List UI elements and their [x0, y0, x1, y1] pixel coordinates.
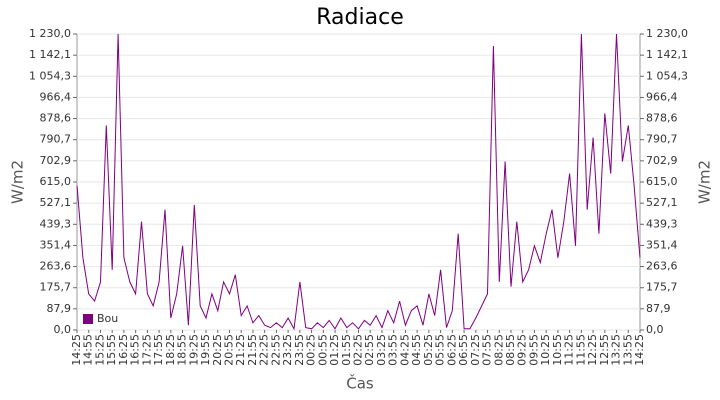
x-tick-label: 06:55: [457, 334, 470, 366]
x-tick-label: 11:25: [563, 334, 576, 366]
x-axis-label: Čas: [346, 374, 374, 393]
x-tick-label: 09:55: [527, 334, 540, 366]
x-tick-label: 16:55: [129, 334, 142, 366]
series-line: [76, 33, 641, 331]
x-tick-label: 19:55: [199, 334, 212, 366]
x-tick-label: 05:25: [422, 334, 435, 366]
y-axis-label: W/m2: [9, 160, 27, 204]
x-tick-label: 07:25: [469, 334, 482, 366]
y-tick-label: 87,9: [47, 302, 72, 315]
y2-tick-label: 702,9: [646, 154, 678, 167]
y2-tick-label: 966,4: [646, 90, 678, 103]
x-tick-label: 16:25: [117, 334, 130, 366]
y-tick-label: 1 054,3: [29, 69, 71, 82]
y-tick-label: 878,6: [40, 112, 72, 125]
y2-tick-label: 1 054,3: [646, 69, 688, 82]
legend-label: Bou: [97, 312, 118, 325]
y-tick-label: 439,3: [40, 217, 72, 230]
x-tick-label: 13:55: [621, 334, 634, 366]
x-tick-label: 19:25: [187, 334, 200, 366]
x-tick-label: 22:55: [269, 334, 282, 366]
y2-tick-label: 175,7: [646, 281, 678, 294]
x-tick-label: 12:55: [598, 334, 611, 366]
x-tick-label: 15:25: [93, 334, 106, 366]
y2-tick-label: 790,7: [646, 133, 678, 146]
x-tick-label: 18:25: [164, 334, 177, 366]
x-tick-label: 22:25: [258, 334, 271, 366]
x-tick-label: 02:25: [352, 334, 365, 366]
x-tick-label: 07:55: [481, 334, 494, 366]
y-tick-label: 263,6: [40, 260, 72, 273]
x-tick-label: 05:55: [434, 334, 447, 366]
y-tick-label: 790,7: [40, 133, 72, 146]
x-tick-label: 14:55: [82, 334, 95, 366]
x-tick-label: 03:55: [387, 334, 400, 366]
x-tick-label: 08:25: [492, 334, 505, 366]
y2-axis-label: W/m2: [696, 160, 714, 204]
x-tick-label: 04:55: [410, 334, 423, 366]
y2-tick-label: 87,9: [646, 302, 671, 315]
y2-tick-label: 527,1: [646, 196, 678, 209]
y-tick-label: 527,1: [40, 196, 72, 209]
y2-tick-label: 0,0: [646, 323, 664, 336]
x-tick-label: 10:55: [551, 334, 564, 366]
x-tick-label: 14:25: [70, 334, 83, 366]
x-tick-label: 04:25: [398, 334, 411, 366]
x-tick-label: 20:55: [222, 334, 235, 366]
x-tick-label: 11:55: [574, 334, 587, 366]
y-tick-label: 175,7: [40, 281, 72, 294]
x-tick-label: 21:55: [246, 334, 259, 366]
y2-tick-label: 1 230,0: [646, 27, 688, 40]
x-tick-label: 18:55: [176, 334, 189, 366]
y-tick-label: 0,0: [54, 323, 72, 336]
x-tick-label: 14:25: [633, 334, 646, 366]
x-tick-label: 01:25: [328, 334, 341, 366]
y-tick-label: 1 230,0: [29, 27, 71, 40]
y-tick-label: 615,0: [40, 175, 72, 188]
x-tick-label: 02:55: [363, 334, 376, 366]
x-tick-label: 01:55: [340, 334, 353, 366]
x-tick-label: 15:55: [105, 334, 118, 366]
x-tick-label: 03:25: [375, 334, 388, 366]
legend-swatch: [83, 314, 93, 324]
y2-tick-label: 878,6: [646, 112, 678, 125]
x-tick-label: 21:25: [234, 334, 247, 366]
y2-tick-label: 351,4: [646, 238, 678, 251]
x-tick-label: 20:25: [211, 334, 224, 366]
y2-tick-label: 615,0: [646, 175, 678, 188]
x-tick-label: 10:25: [539, 334, 552, 366]
x-tick-label: 13:25: [610, 334, 623, 366]
y2-tick-label: 439,3: [646, 217, 678, 230]
x-tick-label: 17:55: [152, 334, 165, 366]
x-tick-label: 12:25: [586, 334, 599, 366]
x-tick-label: 09:25: [516, 334, 529, 366]
y-tick-label: 1 142,1: [29, 48, 71, 61]
chart-title: Radiace: [316, 5, 403, 30]
y-tick-label: 966,4: [40, 90, 72, 103]
x-tick-label: 23:55: [293, 334, 306, 366]
y2-tick-label: 1 142,1: [646, 48, 688, 61]
y-tick-label: 702,9: [40, 154, 72, 167]
x-tick-label: 23:25: [281, 334, 294, 366]
x-tick-label: 17:25: [140, 334, 153, 366]
x-tick-label: 08:55: [504, 334, 517, 366]
y2-tick-label: 263,6: [646, 260, 678, 273]
x-tick-label: 00:25: [305, 334, 318, 366]
x-tick-label: 00:55: [316, 334, 329, 366]
y-tick-label: 351,4: [40, 238, 72, 251]
x-tick-label: 06:25: [445, 334, 458, 366]
